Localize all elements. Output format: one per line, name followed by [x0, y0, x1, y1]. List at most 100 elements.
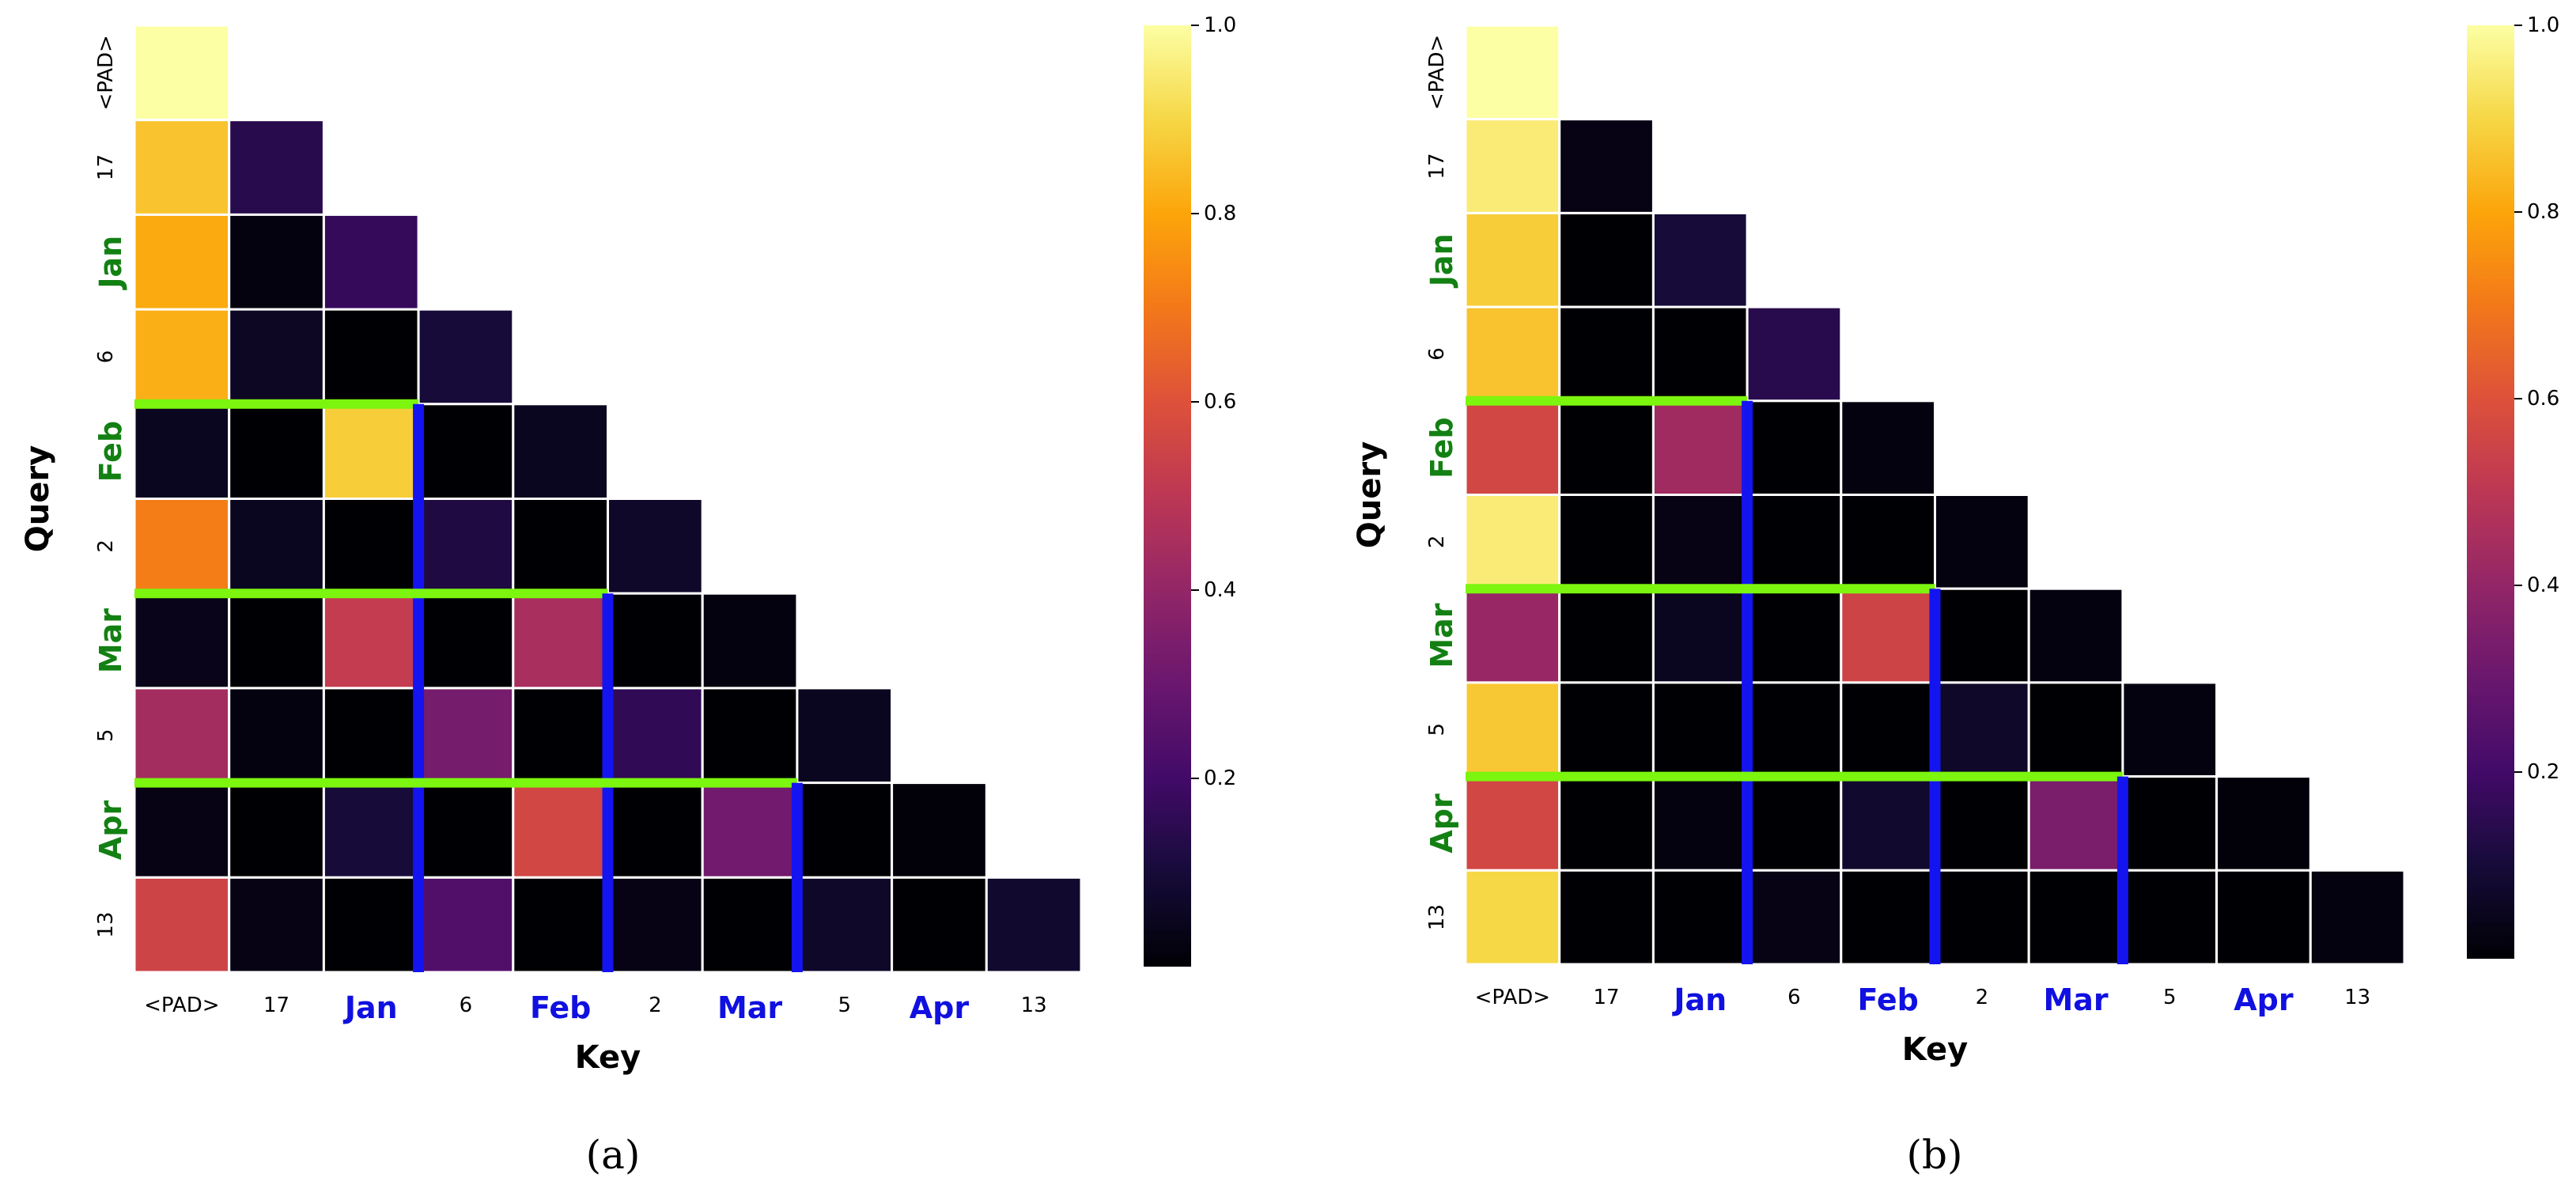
heatmap-cell	[322, 308, 420, 406]
x-tick-label: Jan	[342, 990, 398, 1025]
heatmap-panel-b: <PAD> 17 Jan 6 Feb 2 Mar 5 Apr 13 <PAD> 17 Jan 6 Feb 2 M…	[1352, 13, 2559, 1178]
heatmap-cell	[228, 498, 325, 595]
heatmap-cell	[1746, 775, 1843, 872]
x-tick-label: Feb	[530, 990, 591, 1025]
heatmap-cell	[322, 213, 420, 311]
heatmap-cell	[1558, 118, 1655, 214]
y-tick-label: 6	[1425, 347, 1449, 361]
heatmap-cell	[1464, 869, 1561, 966]
x-tick-label: 5	[2163, 986, 2177, 1009]
y-tick-label: 13	[94, 912, 118, 938]
y-tick-label: 2	[1425, 536, 1449, 549]
heatmap-cell	[417, 687, 515, 785]
heatmap-cell	[1464, 587, 1561, 684]
heatmap-cell	[2215, 775, 2312, 872]
heatmap-cell	[1464, 775, 1561, 872]
heatmap-cell	[985, 876, 1083, 974]
heatmap-cell	[1464, 494, 1561, 590]
heatmap-cell	[133, 213, 231, 311]
heatmap-cell	[2027, 775, 2124, 872]
heatmap-cell	[133, 119, 231, 216]
x-tick-label: 6	[1787, 986, 1801, 1009]
x-tick-label: 17	[263, 994, 289, 1017]
y-tick-label: 17	[1425, 153, 1449, 180]
heatmap-cell	[2121, 681, 2219, 778]
heatmap-cell	[228, 119, 325, 216]
x-tick-label: 13	[1021, 994, 1047, 1017]
x-axis-title: Key	[1902, 1032, 1969, 1068]
heatmap-cell	[1558, 399, 1655, 496]
heatmap-cell	[133, 403, 231, 500]
heatmap-cell	[417, 308, 515, 406]
heatmap-cell	[2121, 775, 2219, 872]
heatmap-cell	[417, 403, 515, 500]
heatmap-cell	[701, 876, 799, 974]
heatmap-cell	[228, 782, 325, 879]
x-axis-title: Key	[575, 1039, 641, 1076]
x-tick-label: Jan	[1671, 982, 1727, 1017]
heatmap-cell	[701, 782, 799, 879]
heatmap-cell	[512, 782, 609, 879]
heatmap-cell	[1746, 587, 1843, 684]
heatmap-cell	[512, 498, 609, 595]
y-tick-label: Feb	[1424, 417, 1459, 478]
colorbar-tick-label: 0.6	[1204, 390, 1236, 414]
heatmap-cell	[1651, 494, 1749, 590]
colorbar-tick-label: 1.0	[2527, 13, 2559, 37]
y-tick-label: <PAD>	[94, 35, 118, 110]
heatmap-cell	[1651, 775, 1749, 872]
heatmap-cell	[1746, 305, 1843, 403]
colorbar-tick-label: 0.4	[1204, 578, 1236, 602]
y-tick-label: 5	[94, 729, 118, 742]
heatmap-cell	[2027, 587, 2124, 684]
x-tick-label: Feb	[1857, 982, 1918, 1017]
heatmap-cell	[607, 498, 704, 595]
y-axis-title: Query	[1352, 441, 1388, 548]
heatmap-cell	[1558, 211, 1655, 309]
heatmap-cell	[322, 782, 420, 879]
heatmap-cell	[133, 782, 231, 879]
y-tick-label: 2	[94, 539, 118, 553]
heatmap-cell	[1558, 305, 1655, 403]
x-tick-label: 2	[649, 994, 662, 1017]
heatmap-cell	[796, 876, 894, 974]
heatmap-cell	[1651, 399, 1749, 496]
heatmap-cell	[796, 782, 894, 879]
colorbar	[2467, 25, 2514, 959]
colorbar-tick-label: 0.8	[1204, 202, 1236, 225]
heatmap-cell	[796, 687, 894, 785]
heatmap-cell	[607, 782, 704, 879]
y-tick-label: Feb	[93, 421, 128, 482]
heatmap-cell	[2215, 869, 2312, 966]
heatmap-cell	[1934, 587, 2030, 684]
x-tick-label: 2	[1976, 986, 1989, 1009]
heatmap-cell	[512, 687, 609, 785]
heatmap-cell	[701, 592, 799, 690]
x-tick-label: 17	[1594, 986, 1620, 1009]
heatmap-cell	[607, 876, 704, 974]
heatmap-cell	[1651, 587, 1749, 684]
heatmap-cell	[1840, 587, 1937, 684]
y-tick-label: 6	[94, 350, 118, 364]
heatmap-cell	[1651, 869, 1749, 966]
panel-caption: (a)	[586, 1132, 641, 1178]
heatmap-cell	[1840, 399, 1937, 496]
heatmap-cell	[1558, 681, 1655, 778]
y-tick-label: <PAD>	[1425, 35, 1449, 110]
y-tick-label: Mar	[93, 608, 128, 673]
heatmap-cell	[1464, 399, 1561, 496]
heatmap-cell	[1464, 118, 1561, 214]
heatmap-cell	[133, 592, 231, 690]
heatmap-cell	[228, 687, 325, 785]
heatmap-cell	[1651, 211, 1749, 309]
heatmap-cell	[1558, 587, 1655, 684]
heatmap-cell	[1934, 869, 2030, 966]
x-tick-label: <PAD>	[1475, 986, 1550, 1009]
heatmap-cell	[701, 687, 799, 785]
heatmap-cell	[1746, 399, 1843, 496]
heatmap-cell	[133, 876, 231, 974]
x-tick-label: Apr	[2234, 982, 2294, 1017]
heatmap-cell	[2309, 869, 2406, 966]
heatmap-cell	[2027, 681, 2124, 778]
heatmap-cell	[228, 876, 325, 974]
